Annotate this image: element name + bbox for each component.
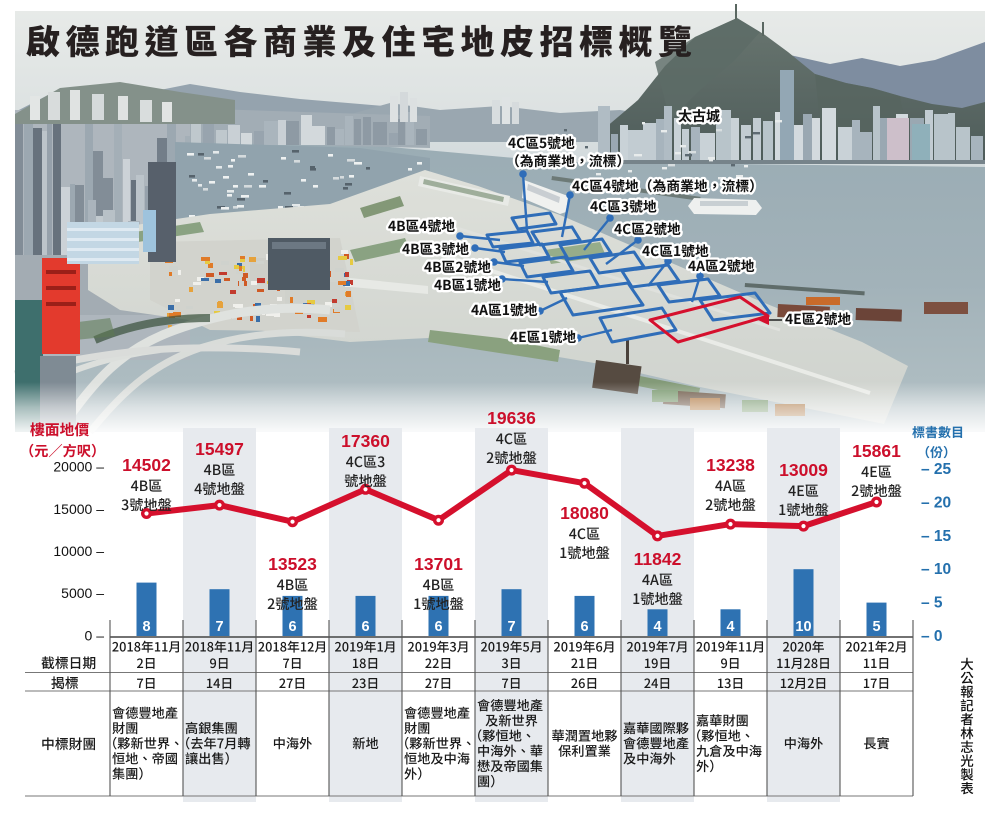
svg-text:20000 –: 20000 – [53, 459, 104, 475]
svg-text:13523: 13523 [268, 554, 317, 574]
svg-text:4: 4 [726, 619, 734, 635]
svg-text:– 5: – 5 [921, 595, 943, 612]
svg-text:10: 10 [795, 619, 811, 635]
svg-text:– 25: – 25 [921, 461, 952, 478]
svg-text:15497: 15497 [195, 439, 244, 459]
svg-text:– 10: – 10 [921, 561, 951, 578]
svg-text:15861: 15861 [852, 441, 901, 461]
svg-text:6: 6 [288, 619, 296, 635]
svg-text:6: 6 [361, 619, 369, 635]
svg-text:10000 –: 10000 – [53, 543, 104, 559]
svg-text:15000 –: 15000 – [53, 501, 104, 517]
svg-text:0 –: 0 – [85, 628, 105, 644]
svg-text:5000 –: 5000 – [61, 585, 104, 601]
svg-text:11842: 11842 [634, 549, 682, 569]
svg-text:13701: 13701 [414, 554, 463, 574]
svg-text:13009: 13009 [779, 460, 828, 480]
svg-text:14502: 14502 [122, 455, 171, 475]
svg-text:7: 7 [215, 619, 223, 635]
svg-text:4: 4 [653, 619, 661, 635]
svg-text:7: 7 [507, 619, 515, 635]
svg-text:6: 6 [434, 619, 442, 635]
svg-text:5: 5 [872, 619, 880, 635]
svg-text:– 15: – 15 [921, 528, 952, 545]
svg-text:– 0: – 0 [921, 628, 943, 645]
svg-text:– 20: – 20 [921, 494, 951, 511]
svg-text:19636: 19636 [487, 408, 536, 428]
svg-text:13238: 13238 [706, 455, 755, 475]
svg-text:6: 6 [580, 619, 588, 635]
svg-text:17360: 17360 [341, 431, 390, 451]
svg-text:8: 8 [142, 619, 150, 635]
svg-text:18080: 18080 [560, 503, 609, 523]
